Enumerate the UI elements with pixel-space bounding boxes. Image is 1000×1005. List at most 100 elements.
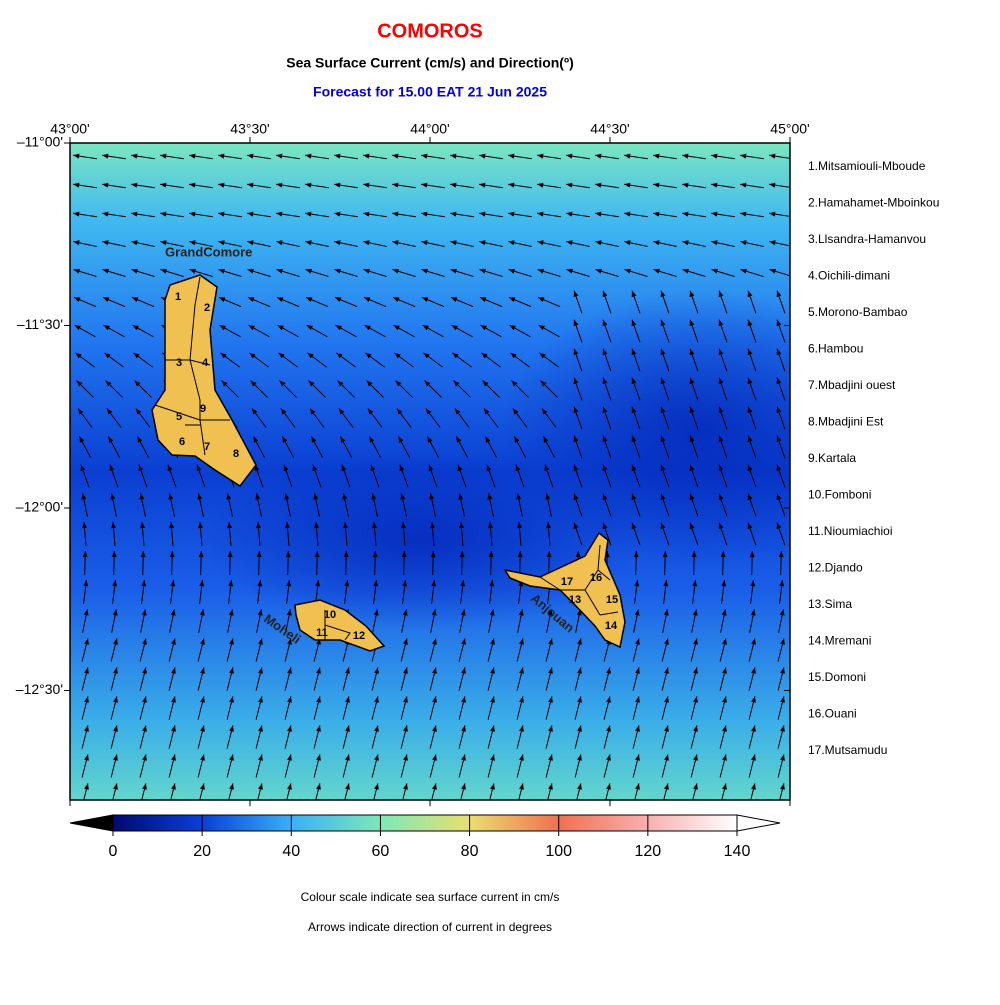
arrow-head: [624, 182, 631, 188]
arrow-head: [403, 667, 408, 674]
arrow-head: [338, 408, 345, 415]
arrow-head: [461, 754, 466, 761]
arrow-head: [776, 406, 782, 414]
arrow-head: [168, 493, 174, 500]
arrow-head: [366, 380, 373, 387]
arrow-head: [740, 182, 747, 188]
arrow-head: [138, 464, 144, 472]
arrow-head: [682, 268, 689, 274]
arrow-head: [489, 580, 495, 587]
arrow-head: [402, 580, 408, 587]
legend-entry: 13.Sima: [808, 597, 852, 611]
arrow-head: [363, 297, 371, 302]
arrow-head: [780, 696, 785, 703]
arrow-head: [511, 380, 518, 387]
arrow-head: [171, 725, 176, 732]
arrow-head: [519, 783, 524, 790]
arrow-head: [403, 754, 408, 761]
arrow-head: [189, 240, 196, 246]
colorbar-under: [69, 814, 114, 832]
arrow-head: [199, 609, 205, 616]
arrow-head: [664, 754, 669, 761]
arrow-head: [422, 325, 429, 331]
arrow-head: [602, 348, 608, 356]
arrow-head: [722, 725, 727, 732]
district-number: 5: [176, 411, 182, 423]
island: [151, 274, 257, 488]
arrow-head: [229, 696, 234, 703]
arrow-head: [315, 580, 321, 587]
legend-entry: 8.Mbadjini Est: [808, 415, 884, 429]
arrow-head: [575, 551, 581, 558]
arrow-head: [693, 725, 698, 732]
arrow-head: [432, 696, 437, 703]
arrow-head: [316, 667, 321, 674]
arrow-head: [305, 240, 312, 246]
arrow-head: [624, 240, 631, 246]
arrow-head: [483, 408, 490, 415]
arrow-head: [84, 638, 89, 645]
arrow-head: [113, 754, 118, 761]
arrow-head: [660, 493, 666, 501]
arrow-head: [548, 638, 553, 645]
arrow-head: [602, 464, 608, 472]
arrow-head: [287, 754, 292, 761]
arrow-head: [105, 380, 112, 387]
arrow-head: [769, 211, 776, 217]
note: Arrows indicate direction of current in …: [308, 920, 552, 934]
arrow-head: [711, 211, 718, 217]
arrow-head: [518, 609, 524, 616]
arrow-head: [682, 182, 689, 188]
arrow-head: [711, 182, 718, 188]
legend-entry: 4.Oichili-dimani: [808, 269, 890, 283]
arrow-head: [624, 153, 631, 159]
arrow-head: [602, 522, 608, 530]
arrow-head: [450, 268, 457, 274]
y-tick-label: –12°00': [16, 499, 63, 515]
arrows: [73, 153, 790, 800]
arrow-head: [251, 408, 258, 415]
arrow-head: [370, 464, 376, 472]
arrow-head: [84, 725, 89, 732]
arrow-head: [74, 325, 81, 331]
arrow-head: [82, 551, 88, 558]
arrow-head: [276, 182, 283, 188]
arrow-head: [276, 240, 283, 246]
arrow-head: [660, 348, 666, 356]
arrow-head: [282, 436, 288, 443]
arrow-head: [682, 211, 689, 217]
arrow-head: [539, 352, 546, 359]
legend-entry: 7.Mbadjini ouest: [808, 378, 896, 392]
arrow-head: [489, 609, 495, 616]
district-number: 6: [179, 436, 185, 448]
arrow-head: [345, 725, 350, 732]
arrow-head: [75, 352, 82, 359]
arrow-head: [229, 725, 234, 732]
arrow-head: [139, 493, 145, 500]
arrow-head: [481, 352, 488, 359]
arrow-head: [722, 638, 727, 645]
arrow-head: [218, 297, 226, 302]
arrow-head: [488, 522, 493, 529]
arrow-head: [631, 493, 637, 501]
arrow-head: [460, 609, 466, 616]
arrow-head: [280, 408, 287, 415]
arrow-head: [490, 783, 495, 790]
arrow-head: [73, 268, 80, 274]
arrow-head: [171, 638, 176, 645]
arrow-head: [573, 493, 579, 501]
arrow-head: [664, 696, 669, 703]
arrow-head: [519, 696, 524, 703]
arrow-head: [160, 240, 167, 246]
arrow-head: [428, 464, 434, 472]
arrow-head: [425, 408, 432, 415]
arrow-head: [227, 551, 233, 558]
arrow-head: [77, 408, 84, 415]
border: [539, 544, 619, 616]
arrow-head: [461, 696, 466, 703]
arrow-head: [113, 696, 118, 703]
arrow-head: [606, 783, 611, 790]
arrow-head: [635, 667, 640, 674]
arrow-head: [171, 667, 176, 674]
arrow-head: [113, 638, 118, 645]
